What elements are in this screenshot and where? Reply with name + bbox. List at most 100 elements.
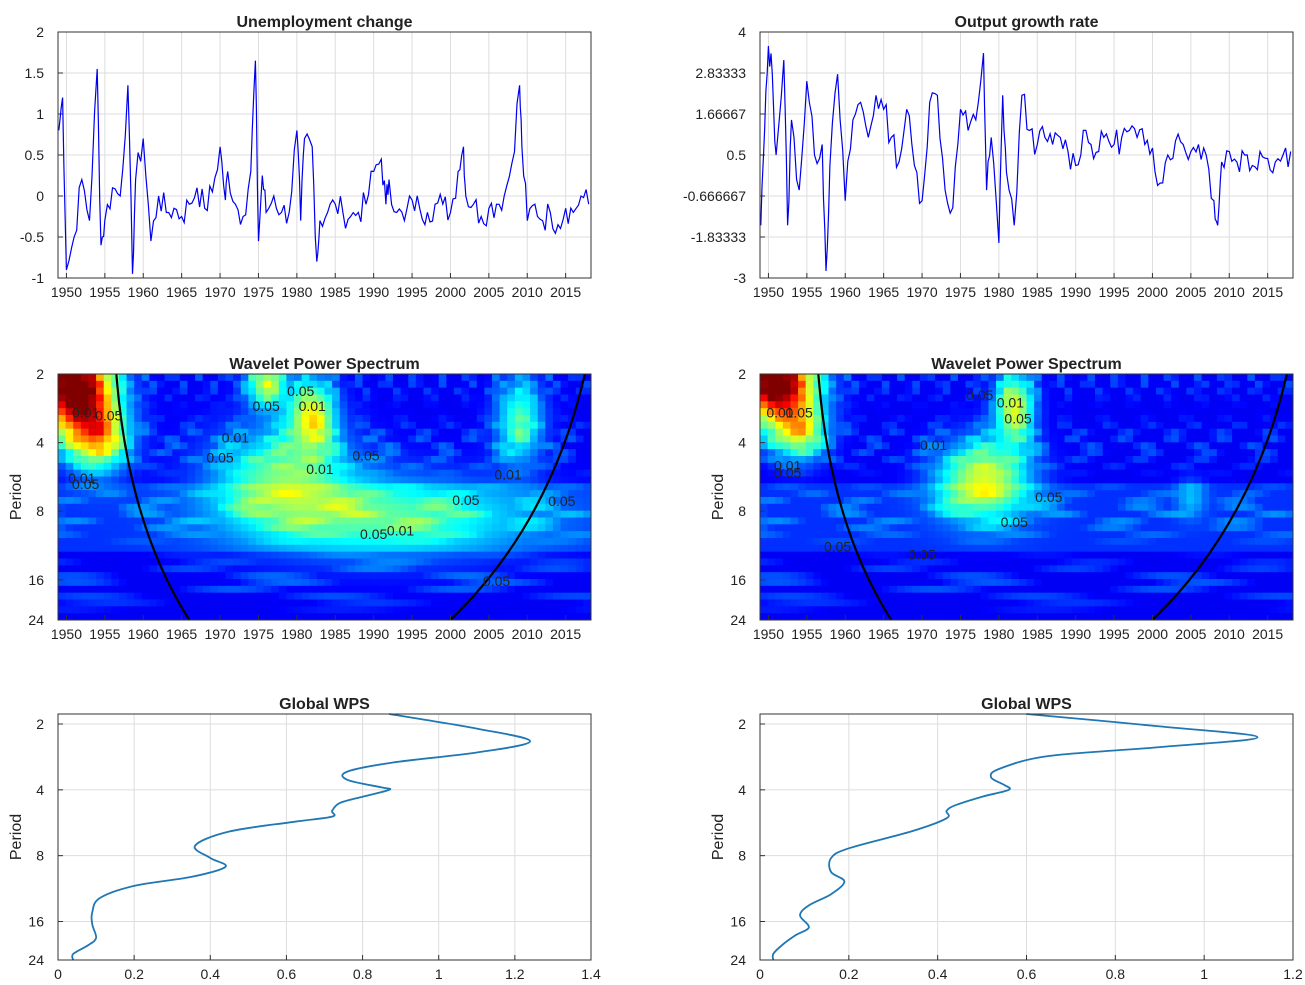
output-wps-cell xyxy=(1018,380,1028,389)
output-wps-cell xyxy=(828,579,837,587)
unemp-wps-cell xyxy=(217,572,227,580)
unemp-wps-cell xyxy=(134,551,143,560)
output-wps-cell xyxy=(1254,503,1264,512)
unemp-wps-cell xyxy=(362,490,371,498)
output-wps-cell xyxy=(790,421,799,430)
unemp-wps-cell xyxy=(545,558,554,566)
output-wps-cell xyxy=(790,456,799,464)
output-wps-cell xyxy=(973,572,982,580)
unemp-wps-cell xyxy=(88,435,97,443)
unemp-wps-cell xyxy=(385,531,394,539)
output-wps-cell xyxy=(1224,374,1233,382)
output-wps-cell xyxy=(1072,415,1081,423)
output-wps-cell xyxy=(866,592,875,601)
unemp-wps-cell xyxy=(88,592,97,601)
unemp-wps-cell xyxy=(164,469,173,478)
output-wps-cell xyxy=(942,428,951,437)
output-wps-cell xyxy=(1041,572,1050,580)
unemp-wps-cell xyxy=(385,538,394,546)
output-wps-cell xyxy=(760,510,769,519)
output-wps-cell xyxy=(957,551,967,560)
output-wps-cell xyxy=(1133,435,1142,443)
unemp-wps-contour-label: 0.05 xyxy=(483,573,510,589)
unemp-wps-cell xyxy=(278,551,288,560)
output-wps-cell xyxy=(1277,510,1286,519)
unemp-wps-cell xyxy=(286,456,295,464)
unemp-wps-cell xyxy=(225,551,234,560)
output-wps-cell xyxy=(889,483,898,491)
unemp-wps-cell xyxy=(583,428,591,437)
output-wps-cell xyxy=(1163,579,1172,587)
unemp-wps-cell xyxy=(530,415,539,423)
unemp-wps-cell xyxy=(103,538,112,546)
output-wps-cell xyxy=(973,462,982,471)
unemp-wps-cell xyxy=(233,469,242,478)
output-wps-cell xyxy=(1270,517,1279,525)
output-wps-cell xyxy=(1232,497,1241,505)
unemp-wps-cell xyxy=(309,497,318,505)
output-wps-cell xyxy=(1262,503,1271,512)
unemp-wps-xtick-label: 1960 xyxy=(128,626,159,642)
output-wps-cell xyxy=(1117,585,1127,594)
output-wps-cell xyxy=(1155,572,1165,580)
unemp-wps-cell xyxy=(332,462,341,471)
output-wps-cell xyxy=(950,374,959,382)
output-wps-cell xyxy=(1171,442,1180,450)
unemp-wps-cell xyxy=(233,476,242,484)
output-wps-cell xyxy=(935,490,944,498)
unemp-wps-cell xyxy=(103,490,112,498)
unemp-wps-cell xyxy=(370,599,379,607)
output-wps-cell xyxy=(1102,442,1111,450)
output-wps-cell xyxy=(1056,565,1066,573)
unemp-wps-cell xyxy=(58,497,67,505)
output-wps-cell xyxy=(1194,374,1203,382)
unemp-wps-cell xyxy=(88,565,97,573)
unemp-wps-cell xyxy=(408,572,417,580)
unemp-wps-cell xyxy=(73,524,82,532)
unemp-wps-cell xyxy=(377,435,387,443)
unemp-wps-cell xyxy=(88,599,97,607)
output-wps-cell xyxy=(1117,449,1127,457)
output-wps-cell xyxy=(950,538,959,546)
unemp-wps-cell xyxy=(187,503,196,512)
unemp-wps-cell xyxy=(476,585,485,594)
output-wps-cell xyxy=(820,449,830,457)
unemp-wps-cell xyxy=(309,462,318,471)
unemp-series-xtick-label: 1970 xyxy=(204,284,235,300)
unemp-wps-cell xyxy=(96,394,105,402)
output-wps-cell xyxy=(782,428,792,437)
unemp-wps-cell xyxy=(469,497,478,505)
unemp-wps-cell xyxy=(438,415,447,423)
output-wps-cell xyxy=(836,592,845,601)
unemp-wps-cell xyxy=(484,428,493,437)
unemp-wps-cell xyxy=(73,456,82,464)
unemp-wps-cell xyxy=(400,483,409,491)
unemp-wps-cell xyxy=(233,613,242,620)
unemp-wps-cell xyxy=(96,517,105,525)
output-wps-cell xyxy=(1117,374,1127,382)
unemp-wps-cell xyxy=(347,476,356,484)
unemp-wps-cell xyxy=(187,565,196,573)
output-wps-cell xyxy=(1148,462,1157,471)
output-wps-cell xyxy=(904,456,913,464)
unemp-wps-cell xyxy=(492,517,501,525)
output-wps-cell xyxy=(798,490,807,498)
output-wps-cell xyxy=(805,538,814,546)
output-wps-cell xyxy=(881,585,891,594)
output-wps-cell xyxy=(1125,421,1134,430)
output-wps-cell xyxy=(1178,380,1187,389)
unemp-wps-cell xyxy=(179,476,189,484)
unemp-wps-cell xyxy=(461,551,470,560)
unemp-wps-cell xyxy=(263,462,272,471)
output-wps-cell xyxy=(897,401,906,409)
unemp-wps-cell xyxy=(545,387,554,396)
unemp-wps-cell xyxy=(156,497,166,505)
unemp-wps-cell xyxy=(103,599,112,607)
unemp-wps-cell xyxy=(294,462,303,471)
unemp-wps-cell xyxy=(301,401,310,409)
unemp-wps-contour-label: 0.05 xyxy=(452,492,479,508)
unemp-wps-cell xyxy=(545,565,554,573)
output-wps-cell xyxy=(1224,565,1233,573)
output-wps-cell xyxy=(1011,421,1020,430)
unemp-wps-cell xyxy=(354,585,364,594)
